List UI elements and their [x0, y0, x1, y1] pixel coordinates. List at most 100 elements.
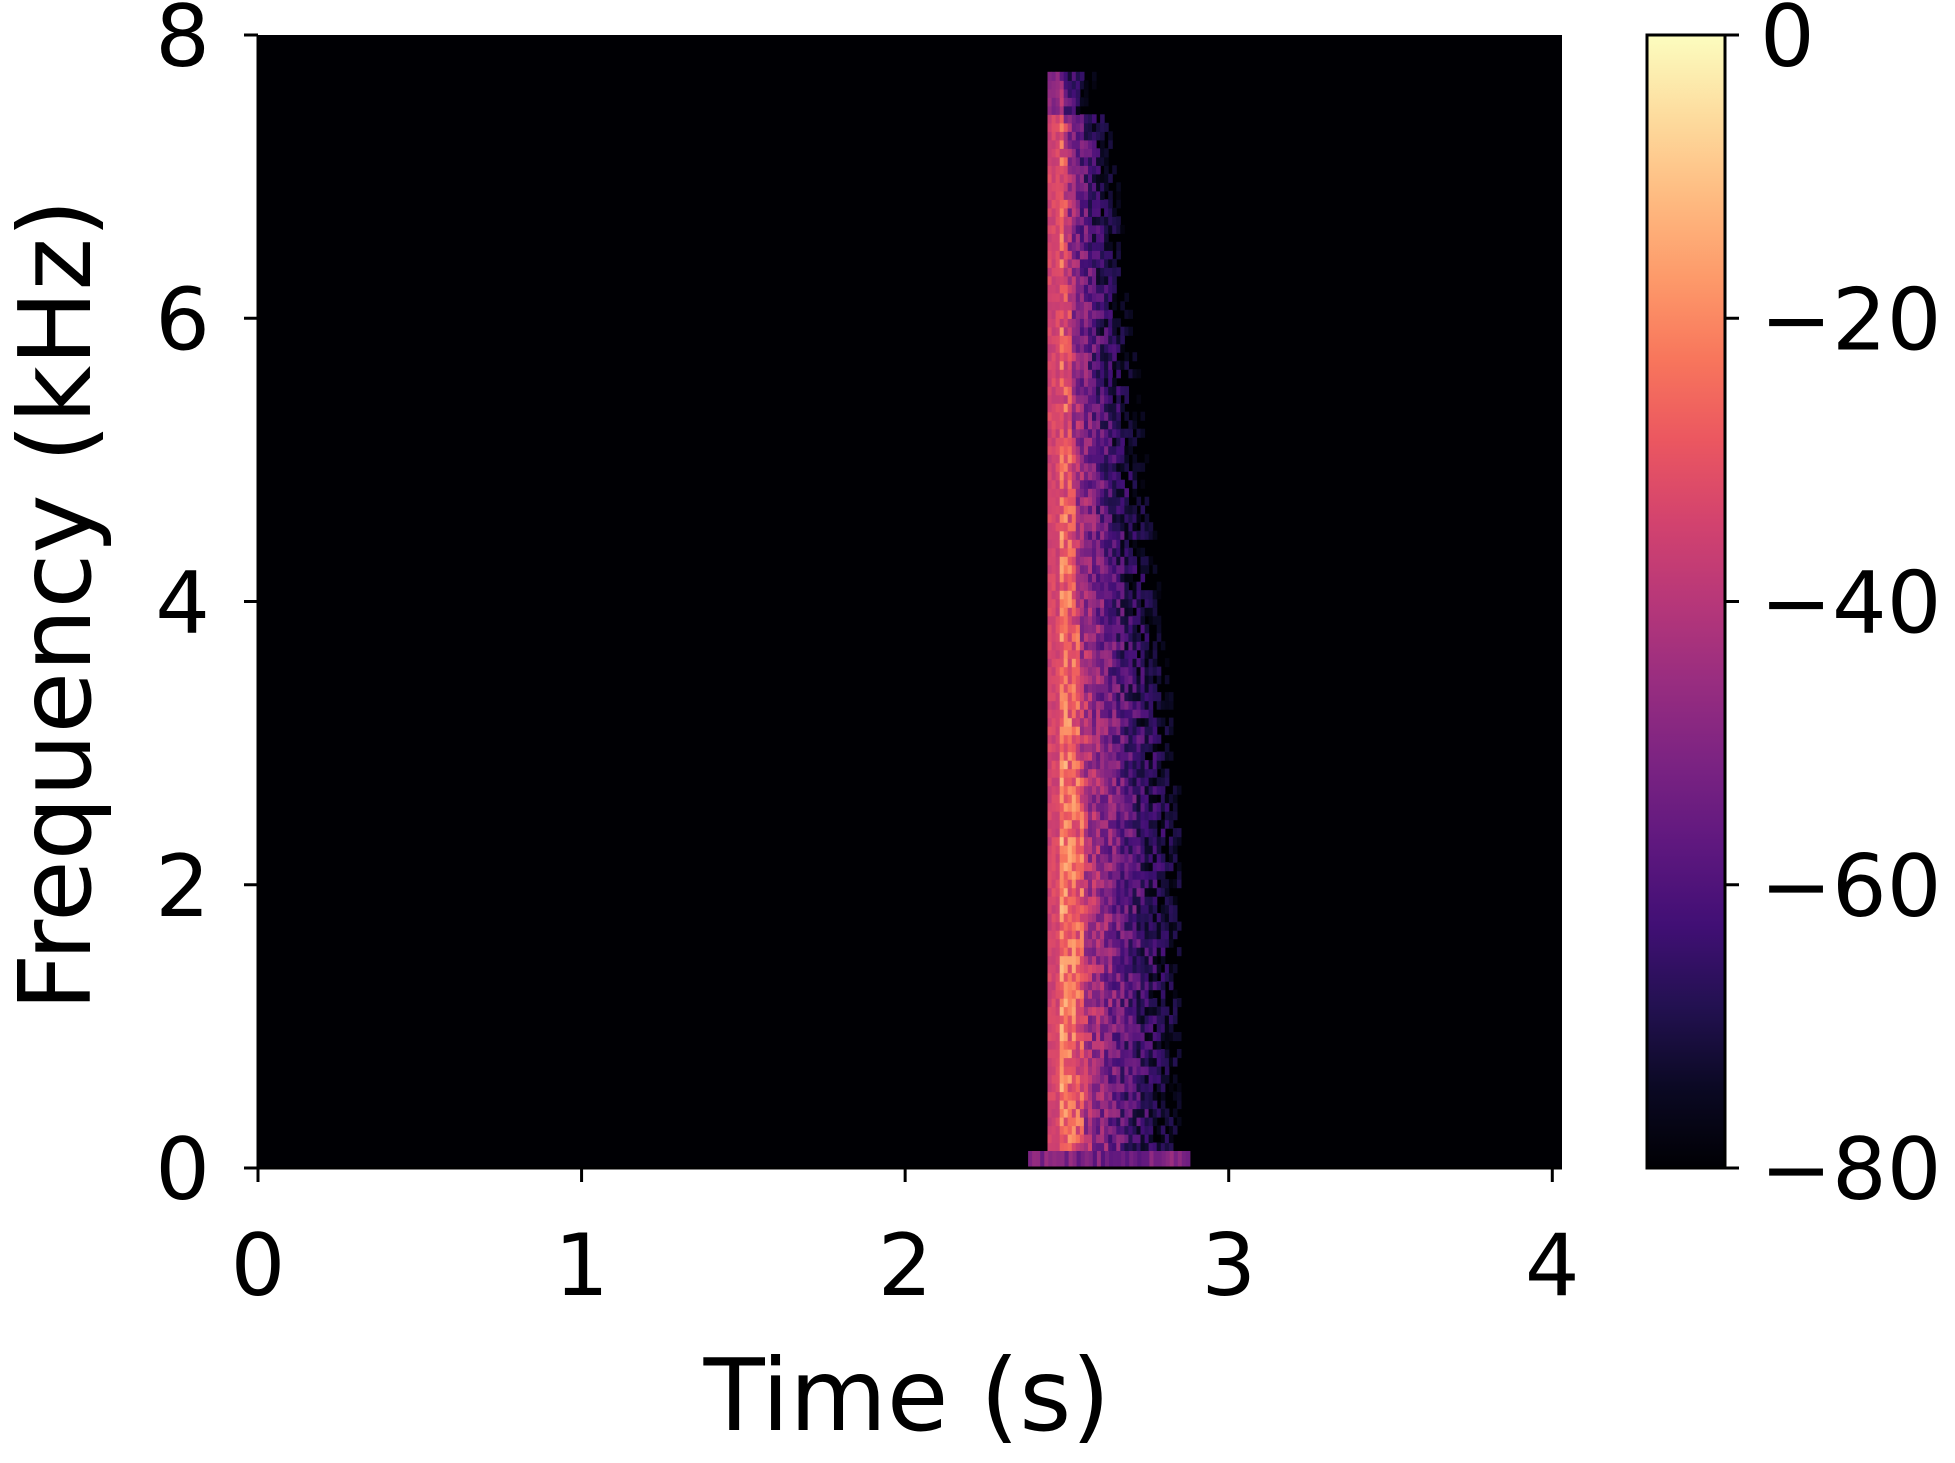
heatmap-cell [1168, 913, 1174, 923]
heatmap-cell [1079, 420, 1085, 430]
heatmap-cell [1112, 768, 1117, 778]
heatmap-cell [1108, 1142, 1113, 1152]
heatmap-cell [1116, 998, 1121, 1008]
heatmap-cell [1104, 394, 1109, 404]
heatmap-cell [1160, 802, 1166, 812]
heatmap-cell [1096, 1100, 1101, 1110]
heatmap-cell [1047, 88, 1053, 98]
heatmap-cell [1144, 828, 1150, 838]
heatmap-cell [1083, 428, 1089, 438]
heatmap-cell [1164, 700, 1170, 710]
y-tick-label: 2 [155, 837, 210, 937]
heatmap-cell [1108, 292, 1113, 302]
heatmap-cell [1092, 182, 1097, 192]
heatmap-cell [1096, 1066, 1101, 1076]
heatmap-cell [1112, 1125, 1117, 1135]
heatmap-cell [1100, 887, 1105, 897]
heatmap-cell [1055, 845, 1061, 855]
heatmap-cell [1059, 1066, 1065, 1076]
heatmap-cell [1063, 1015, 1069, 1025]
heatmap-cell [1136, 751, 1142, 761]
heatmap-cell [1104, 751, 1109, 761]
heatmap-cell [1132, 539, 1138, 549]
heatmap-cell [1108, 590, 1113, 600]
heatmap-cell [1083, 496, 1089, 506]
heatmap-cell [1071, 1142, 1077, 1152]
heatmap-cell [1055, 513, 1061, 523]
heatmap-cell [1104, 360, 1109, 370]
heatmap-cell [1059, 479, 1065, 489]
x-tick-label: 2 [878, 1216, 933, 1316]
heatmap-cell [1071, 811, 1077, 821]
heatmap-cell [1055, 369, 1061, 379]
heatmap-cell [1047, 1074, 1053, 1084]
heatmap-cell [1120, 1006, 1125, 1016]
heatmap-cell [1112, 471, 1117, 481]
heatmap-cell [1063, 224, 1069, 234]
heatmap-cell [1120, 972, 1125, 982]
heatmap-cell [1067, 386, 1073, 396]
heatmap-cell [1112, 301, 1117, 311]
heatmap-cell [1108, 513, 1113, 523]
heatmap-cell [1176, 1083, 1182, 1093]
heatmap-cell [1108, 879, 1113, 889]
heatmap-cell [1112, 564, 1117, 574]
heatmap-cell [1104, 326, 1109, 336]
heatmap-cell [1059, 930, 1065, 940]
heatmap-cell [1063, 156, 1069, 166]
heatmap-cell [1112, 862, 1117, 872]
heatmap-cell [1120, 811, 1125, 821]
heatmap-cell [1051, 709, 1057, 719]
heatmap-cell [1047, 913, 1053, 923]
heatmap-cell [1120, 862, 1125, 872]
heatmap-cell [1063, 71, 1069, 81]
heatmap-cell [1071, 870, 1077, 880]
heatmap-cell [1055, 1066, 1061, 1076]
heatmap-cell [1083, 88, 1089, 98]
heatmap-cell [1067, 275, 1073, 285]
heatmap-cell [1051, 666, 1057, 676]
heatmap-cell [1088, 462, 1093, 472]
heatmap-cell [1124, 522, 1129, 532]
heatmap-cell [1116, 879, 1121, 889]
heatmap-cell [1096, 1117, 1101, 1127]
heatmap-cell [1148, 760, 1154, 770]
heatmap-cell [1156, 1049, 1162, 1059]
heatmap-cell [1096, 683, 1101, 693]
heatmap-cell [1059, 981, 1065, 991]
heatmap-cell [1063, 573, 1069, 583]
heatmap-cell [1136, 777, 1142, 787]
heatmap-cell [1172, 828, 1178, 838]
heatmap-cell [1152, 1100, 1158, 1110]
heatmap-cell [1100, 182, 1105, 192]
heatmap-cell [1040, 1151, 1045, 1168]
heatmap-cell [1059, 998, 1065, 1008]
heatmap-cell [1096, 573, 1101, 583]
heatmap-cell [1071, 760, 1077, 770]
heatmap-cell [1096, 751, 1101, 761]
heatmap-cell [1063, 233, 1069, 243]
heatmap-cell [1137, 1151, 1142, 1168]
heatmap-cell [1083, 258, 1089, 268]
heatmap-cell [1088, 1057, 1093, 1067]
heatmap-cell [1120, 930, 1125, 940]
heatmap-cell [1051, 1015, 1057, 1025]
heatmap-cell [1047, 760, 1053, 770]
heatmap-cell [1136, 547, 1142, 557]
heatmap-cell [1075, 411, 1081, 421]
heatmap-cell [1132, 870, 1138, 880]
heatmap-cell [1124, 904, 1129, 914]
heatmap-cell [1120, 462, 1125, 472]
heatmap-cell [1120, 649, 1125, 659]
heatmap-cell [1092, 437, 1097, 447]
heatmap-cell [1067, 139, 1073, 149]
heatmap-cell [1104, 989, 1109, 999]
heatmap-cell [1148, 1134, 1154, 1144]
heatmap-cell [1083, 998, 1089, 1008]
heatmap-cell [1063, 386, 1069, 396]
heatmap-cell [1063, 216, 1069, 226]
heatmap-cell [1120, 717, 1125, 727]
heatmap-cell [1112, 785, 1117, 795]
heatmap-cell [1140, 947, 1146, 957]
heatmap-cell [1096, 641, 1101, 651]
